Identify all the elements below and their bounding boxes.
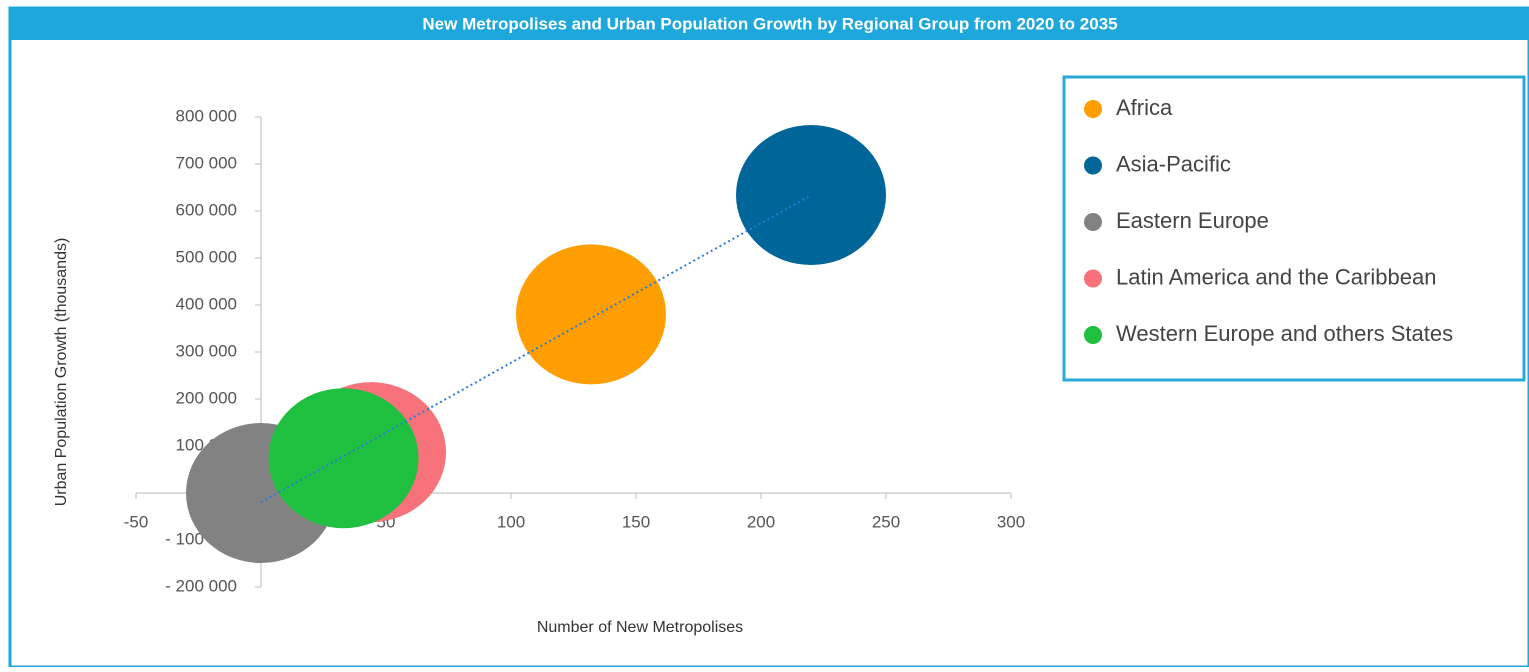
y-tick-label: 200 000 [176,388,237,407]
y-tick-label: 700 000 [176,153,237,172]
x-tick-label: 300 [997,512,1025,531]
y-tick-label: - 200 000 [165,576,237,595]
bubble [516,244,666,385]
x-tick-label: 250 [872,512,900,531]
bubble [736,125,886,266]
legend-marker [1084,156,1102,175]
legend-marker [1084,326,1102,344]
legend-marker [1084,100,1102,118]
y-tick-label: 500 000 [176,247,237,266]
chart-title: New Metropolises and Urban Population Gr… [422,14,1117,33]
x-tick-label: 150 [622,512,650,531]
legend-marker [1084,213,1102,231]
legend-label: Latin America and the Caribbean [1116,264,1436,289]
legend-label: Asia-Pacific [1116,151,1231,176]
y-tick-label: 800 000 [176,106,237,125]
x-tick-label: 100 [497,512,525,531]
x-axis-title: Number of New Metropolises [537,619,743,636]
bubble [268,388,419,529]
x-tick-label: -50 [124,512,149,531]
legend-marker [1084,269,1102,288]
y-tick-label: 300 000 [176,341,237,360]
legend-label: Eastern Europe [1116,208,1269,233]
x-tick-label: 200 [747,512,775,531]
y-tick-label: 600 000 [176,200,237,219]
y-tick-label: 400 000 [176,294,237,313]
legend-label: Western Europe and others States [1116,321,1453,346]
legend-label: Africa [1116,95,1173,120]
y-axis-title: Urban Population Growth (thousands) [53,238,70,507]
title-bar [10,8,1529,40]
legend-box [1062,75,1526,382]
